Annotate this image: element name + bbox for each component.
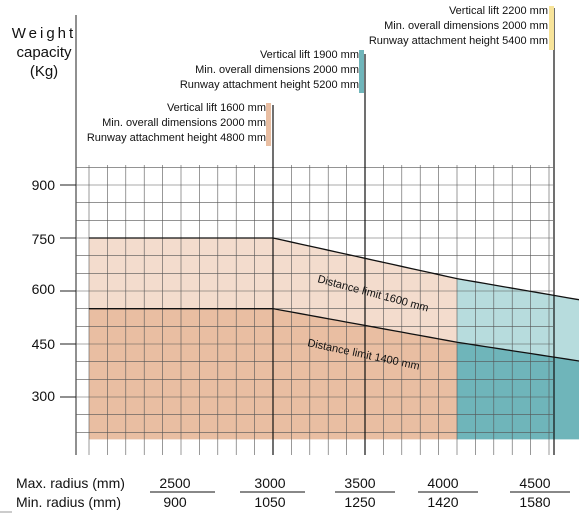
y-tick-300: 300	[31, 388, 55, 404]
y-tick-600: 600	[31, 281, 55, 297]
zone-2-upper-fill	[457, 278, 579, 361]
series-line-1	[89, 237, 579, 301]
min-radius-1050: 1050	[254, 494, 286, 510]
y-tick-750: 750	[31, 231, 55, 247]
y-tick-900: 900	[31, 177, 55, 193]
y-axis-label-line-1: Weight	[11, 25, 77, 42]
zone-2-note-vertical-lift: Vertical lift 1900 mm	[259, 49, 359, 61]
zone-1-notes: Vertical lift 1600 mm Min. overall dimen…	[87, 101, 266, 146]
min-radius-row-label: Min. radius (mm)	[16, 494, 122, 510]
zone-1-note-vertical-lift: Vertical lift 1600 mm	[166, 102, 266, 114]
zone-1-note-min-dimensions: Min. overall dimensions 2000 mm	[102, 117, 266, 129]
zone-2-note-min-dimensions: Min. overall dimensions 2000 mm	[195, 64, 359, 76]
max-radius-2500: 2500	[159, 475, 191, 491]
max-radius-4500: 4500	[519, 475, 551, 491]
min-radius-1420: 1420	[427, 494, 459, 510]
zone-2-swatch	[359, 50, 364, 93]
zone-2-notes: Vertical lift 1900 mm Min. overall dimen…	[180, 48, 359, 93]
max-radius-4000: 4000	[427, 475, 459, 491]
max-radius-row-label: Max. radius (mm)	[16, 475, 125, 491]
min-radius-1580: 1580	[519, 494, 551, 510]
zone-2-note-runway-height: Runway attachment height 5200 mm	[179, 79, 359, 91]
zone-3-swatch	[549, 6, 554, 50]
zone-3-note-min-dimensions: Min. overall dimensions 2000 mm	[384, 20, 548, 32]
min-radius-900: 900	[163, 494, 187, 510]
zone-3-note-vertical-lift: Vertical lift 2200 mm	[448, 5, 548, 17]
zone-3-notes: Vertical lift 2200 mm Min. overall dimen…	[369, 4, 548, 49]
zone-2-lower-fill	[457, 342, 579, 440]
y-axis-label-line-2: capacity	[16, 44, 72, 61]
y-tick-450: 450	[31, 336, 55, 352]
y-axis-label: Weight capacity (Kg)	[0, 24, 88, 81]
zone-1-note-runway-height: Runway attachment height 4800 mm	[86, 132, 266, 144]
max-radius-3000: 3000	[254, 475, 286, 491]
max-radius-3500: 3500	[344, 475, 376, 491]
zone-3-note-runway-height: Runway attachment height 5400 mm	[368, 35, 548, 47]
zone-1-swatch	[266, 103, 271, 146]
min-radius-1250: 1250	[344, 494, 376, 510]
y-axis-label-line-3: (Kg)	[29, 63, 59, 80]
series-line-2	[89, 308, 579, 362]
